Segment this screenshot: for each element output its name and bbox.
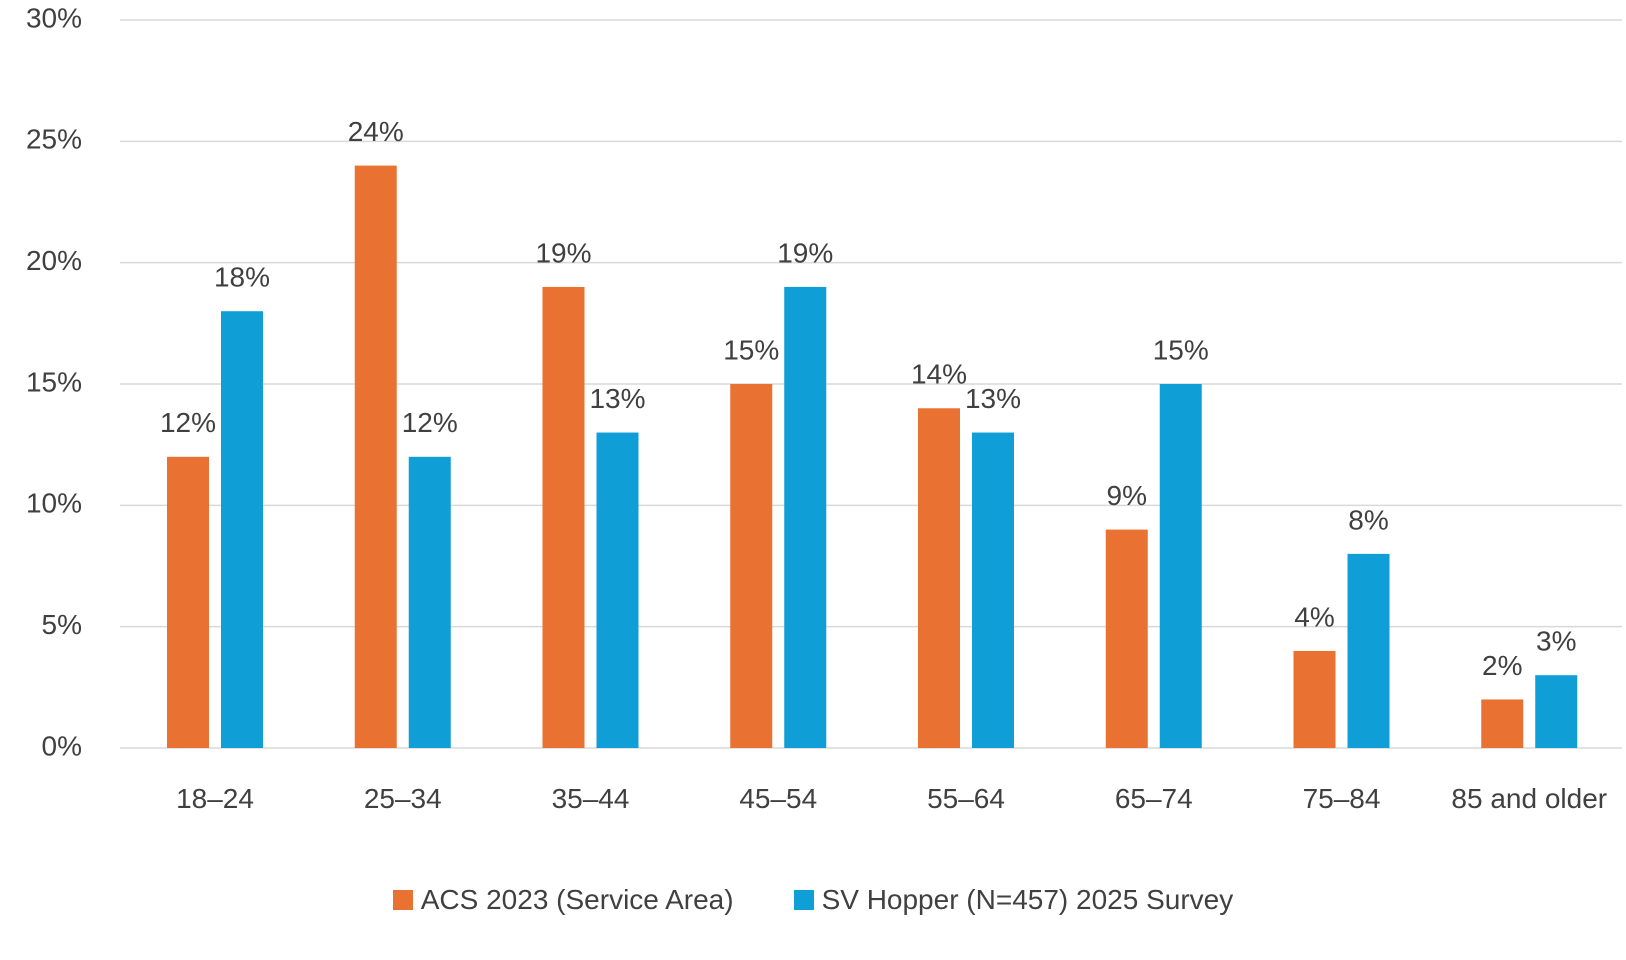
- data-label: 3%: [1536, 626, 1576, 657]
- bar: [408, 456, 451, 748]
- data-label: 18%: [214, 262, 270, 293]
- legend-item: ACS 2023 (Service Area): [392, 884, 734, 916]
- x-tick-label: 35–44: [551, 783, 630, 814]
- data-label: 14%: [911, 359, 967, 390]
- data-label: 15%: [723, 334, 779, 365]
- y-tick-label: 25%: [26, 124, 82, 155]
- data-label: 12%: [160, 407, 216, 438]
- data-label: 19%: [535, 237, 591, 268]
- y-tick-label: 30%: [26, 2, 82, 33]
- y-tick-label: 20%: [26, 245, 82, 276]
- bar: [730, 384, 773, 748]
- x-tick-label: 65–74: [1114, 783, 1193, 814]
- data-label: 2%: [1482, 650, 1522, 681]
- bar: [918, 408, 960, 748]
- x-tick-label: 55–64: [927, 783, 1005, 814]
- bar: [1105, 529, 1148, 748]
- bar: [596, 432, 639, 748]
- data-label: 9%: [1107, 480, 1147, 511]
- data-label: 8%: [1348, 504, 1388, 535]
- bar: [784, 286, 827, 748]
- legend: ACS 2023 (Service Area) SV Hopper (N=457)…: [0, 884, 1626, 916]
- bar: [1159, 384, 1202, 748]
- legend-swatch: [392, 890, 413, 910]
- x-tick-label: 45–54: [739, 783, 818, 814]
- legend-item: SV Hopper (N=457) 2025 Survey: [793, 884, 1234, 916]
- bar: [1293, 650, 1336, 748]
- legend-label: ACS 2023 (Service Area): [420, 884, 734, 915]
- bar: [1535, 675, 1578, 748]
- bar: [167, 456, 209, 748]
- data-label: 15%: [1153, 334, 1209, 365]
- y-tick-label: 5%: [42, 609, 82, 640]
- data-label: 13%: [589, 383, 645, 414]
- data-label: 19%: [777, 237, 833, 268]
- data-label: 13%: [965, 383, 1021, 414]
- x-tick-label: 85 and older: [1451, 783, 1608, 814]
- bar: [1347, 553, 1390, 748]
- x-tick-label: 18–24: [176, 783, 254, 814]
- x-tick-label: 75–84: [1302, 783, 1381, 814]
- bar: [1481, 699, 1524, 748]
- bar: [972, 432, 1014, 748]
- bar: [542, 286, 585, 748]
- legend-swatch: [793, 890, 814, 910]
- data-label: 4%: [1294, 601, 1334, 632]
- bar: [221, 311, 263, 748]
- data-label: 24%: [348, 116, 404, 147]
- y-tick-label: 10%: [26, 488, 82, 519]
- data-label: 12%: [402, 407, 458, 438]
- legend-label: SV Hopper (N=457) 2025 Survey: [821, 884, 1234, 915]
- y-tick-label: 15%: [26, 366, 82, 397]
- x-tick-label: 25–34: [363, 783, 442, 814]
- bar: [354, 165, 397, 749]
- y-tick-label: 0%: [42, 730, 82, 761]
